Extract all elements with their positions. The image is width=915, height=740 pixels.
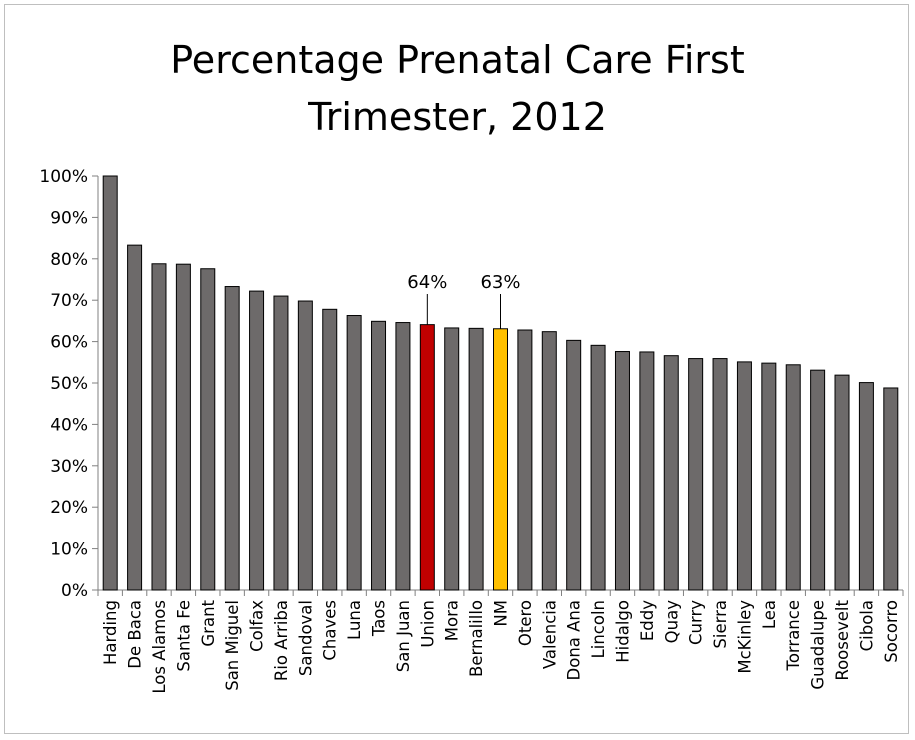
bar-sandoval	[297, 300, 313, 591]
chart-title: Percentage Prenatal Care First Trimester…	[170, 38, 745, 139]
bar-chaves	[322, 308, 338, 591]
bar-grant	[200, 268, 216, 591]
bar-cibola	[858, 382, 874, 591]
category-label: Sierra	[711, 600, 730, 649]
bar-union	[419, 324, 435, 591]
category-label: Santa Fe	[174, 600, 193, 672]
bar-san-miguel	[224, 286, 240, 591]
y-tick-label: 100%	[39, 167, 88, 187]
category-label: Sandoval	[296, 600, 315, 676]
y-tick-label: 60%	[50, 333, 88, 353]
bars	[102, 175, 899, 591]
bar-los-alamos	[151, 263, 167, 591]
category-label: Curry	[687, 600, 706, 645]
category-label: Taos	[370, 600, 389, 637]
bar-nm	[493, 328, 508, 591]
category-label: De Baca	[126, 600, 145, 669]
y-tick-label: 90%	[50, 208, 88, 228]
bar-socorro	[883, 387, 899, 591]
category-label: San Juan	[394, 600, 413, 672]
category-label: NM	[492, 600, 511, 627]
category-label: Guadalupe	[809, 600, 828, 690]
bar-santa-fe	[175, 263, 191, 591]
bar-eddy	[639, 351, 655, 591]
labels: Harding De Baca Los Alamos Santa Fe Grant San…	[101, 272, 901, 694]
category-label: Cibola	[857, 600, 876, 651]
category-label: Eddy	[638, 600, 657, 641]
bar-rio-arriba	[273, 295, 289, 591]
y-tick-label: 10%	[50, 540, 88, 560]
bar-dona-ana	[566, 339, 582, 591]
category-label: Dona Ana	[565, 600, 584, 680]
bar-san-juan	[395, 322, 411, 591]
category-label: McKinley	[735, 600, 754, 674]
bar-guadalupe	[810, 369, 826, 591]
category-label: Torrance	[784, 600, 803, 671]
bar-mora	[444, 327, 460, 591]
bar-sierra	[712, 358, 728, 591]
category-label: Valencia	[540, 600, 559, 669]
category-label: Los Alamos	[150, 600, 169, 694]
category-label: Grant	[199, 599, 218, 646]
category-label: Otero	[516, 600, 535, 646]
category-label: Harding	[101, 600, 120, 665]
y-tick-label: 50%	[50, 374, 88, 394]
y-tick-label: 30%	[50, 457, 88, 477]
y-tick-label: 40%	[50, 415, 88, 435]
category-label: Colfax	[248, 600, 267, 652]
bar-colfax	[249, 290, 265, 591]
category-label: Chaves	[321, 600, 340, 661]
bar-luna	[346, 315, 362, 591]
bar-lincoln	[590, 344, 606, 591]
data-label: 64%	[407, 272, 447, 293]
category-label: Quay	[662, 600, 681, 644]
y-tick-label: 0%	[61, 581, 88, 601]
category-label: Hidalgo	[613, 600, 632, 663]
bar-mckinley	[736, 361, 752, 591]
bar-harding	[102, 175, 118, 591]
data-label: 63%	[480, 272, 520, 293]
category-label: Rio Arriba	[272, 600, 291, 681]
category-label: Mora	[443, 600, 462, 641]
category-label: Luna	[345, 600, 364, 640]
bar-torrance	[785, 364, 801, 591]
bar-de-baca	[127, 244, 143, 591]
category-label: Bernalillo	[467, 600, 486, 677]
y-tick-label: 80%	[50, 250, 88, 270]
category-label: Union	[418, 600, 437, 648]
category-label: Lea	[760, 600, 779, 629]
category-label: Roosevelt	[833, 599, 852, 680]
bar-otero	[517, 329, 533, 591]
axes: 0% 10% 20% 30% 40% 50% 60% 70% 80% 90% 100%	[39, 167, 904, 601]
bar-curry	[688, 358, 704, 591]
bar-taos	[371, 320, 387, 591]
y-tick-label: 70%	[50, 291, 88, 311]
category-label: Lincoln	[589, 600, 608, 658]
y-tick-label: 20%	[50, 498, 88, 518]
bar-hidalgo	[614, 351, 630, 591]
bar-lea	[761, 362, 777, 591]
category-label: San Miguel	[223, 600, 242, 691]
bar-bernalillo	[468, 327, 484, 591]
bar-valencia	[541, 331, 557, 591]
bar-roosevelt	[834, 374, 850, 591]
category-label: Socorro	[882, 600, 901, 663]
bar-quay	[663, 355, 679, 591]
